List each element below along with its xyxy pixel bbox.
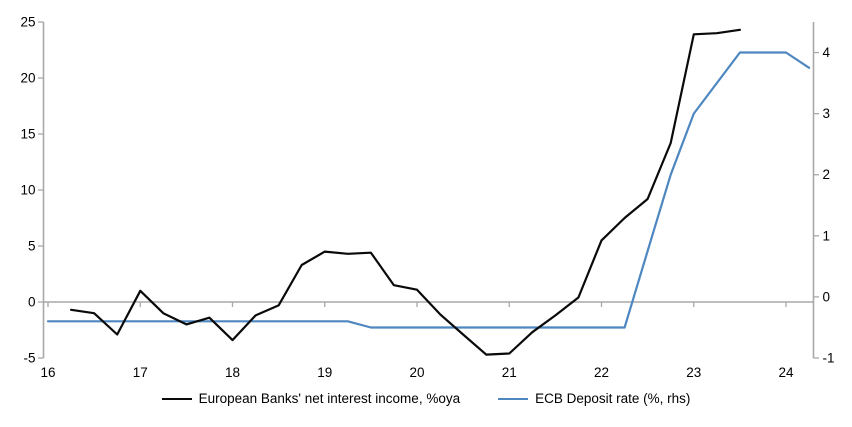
right-axis-tick-label: 1 bbox=[823, 228, 831, 243]
x-axis-tick-label: 23 bbox=[686, 365, 701, 380]
right-axis-tick-label: 3 bbox=[823, 106, 831, 121]
x-axis-tick-label: 20 bbox=[409, 365, 424, 380]
x-axis-tick-label: 22 bbox=[594, 365, 609, 380]
nii-line-swatch bbox=[161, 397, 192, 400]
legend: European Banks' net interest income, %oy… bbox=[0, 391, 852, 406]
nii-series-line bbox=[69, 28, 742, 356]
x-axis-tick-label: 21 bbox=[502, 365, 517, 380]
legend-item-ecb: ECB Deposit rate (%, rhs) bbox=[498, 391, 690, 406]
left-axis-tick-label: 20 bbox=[20, 71, 35, 86]
left-axis-tick-label: 15 bbox=[20, 127, 35, 142]
x-axis-tick-label: 17 bbox=[133, 365, 148, 380]
left-axis-tick-label: 25 bbox=[20, 15, 35, 30]
legend-label-nii: European Banks' net interest income, %oy… bbox=[198, 391, 461, 406]
legend-label-ecb: ECB Deposit rate (%, rhs) bbox=[535, 391, 691, 406]
left-axis-tick-label: 0 bbox=[28, 295, 36, 310]
left-axis-tick-label: -5 bbox=[23, 351, 35, 366]
x-axis-tick-label: 19 bbox=[317, 365, 332, 380]
x-axis-tick-label: 16 bbox=[40, 365, 55, 380]
left-axis-tick-label: 10 bbox=[20, 183, 35, 198]
x-axis-tick-label: 24 bbox=[778, 365, 794, 380]
ecb-line-swatch bbox=[498, 397, 529, 400]
left-axis-tick-label: 5 bbox=[28, 239, 36, 254]
right-axis-tick-label: 0 bbox=[823, 289, 831, 304]
ecb-deposit-rate-series-line bbox=[46, 51, 811, 329]
legend-item-nii: European Banks' net interest income, %oy… bbox=[161, 391, 461, 406]
right-axis-tick-label: -1 bbox=[823, 351, 835, 366]
right-axis-tick-label: 2 bbox=[823, 167, 831, 182]
x-axis-tick-label: 18 bbox=[225, 365, 240, 380]
right-axis-tick-label: 4 bbox=[823, 45, 831, 60]
